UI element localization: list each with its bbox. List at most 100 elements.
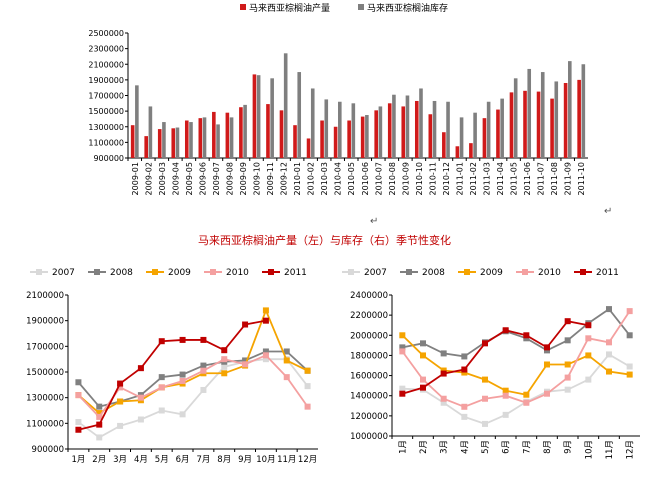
y-tick-label: 1200000 (350, 412, 388, 422)
x-tick-label: 7月 (196, 455, 210, 465)
x-tick-label: 11月 (605, 440, 615, 459)
x-tick-label: 8月 (543, 440, 553, 454)
inventory-bar (162, 122, 166, 158)
y-tick-label: 1900000 (88, 76, 124, 85)
x-tick-label: 12月 (626, 440, 636, 459)
legend-label: 2008 (422, 268, 445, 278)
inventory-bar (202, 117, 207, 158)
inventory-bar (486, 101, 491, 158)
data-point-2011 (117, 380, 124, 387)
y-tick-label: 1900000 (26, 317, 64, 327)
data-point-2007 (502, 411, 509, 418)
x-tick-label: 2011-10 (577, 162, 586, 195)
data-point-2007 (75, 419, 82, 426)
inventory-bar (500, 98, 504, 158)
data-point-2011 (544, 344, 550, 351)
data-point-2009 (585, 352, 592, 359)
data-point-2009 (221, 370, 228, 377)
production-bar (239, 107, 243, 158)
legend-marker (406, 269, 412, 275)
data-point-2010 (564, 374, 571, 381)
x-tick-label: 2009-08 (225, 162, 234, 195)
legend-marker (348, 269, 354, 275)
data-point-2007 (137, 416, 144, 423)
series-line-2008 (77, 350, 309, 408)
x-tick-label: 11月 (277, 455, 296, 465)
legend-swatch (240, 4, 246, 10)
legend-label: 2009 (480, 268, 503, 278)
data-point-2007 (96, 434, 103, 441)
x-tick-label: 2010-05 (347, 162, 356, 195)
production-bar (184, 120, 189, 158)
data-point-2008 (523, 335, 530, 342)
data-point-2009 (262, 307, 269, 314)
data-point-2011 (75, 426, 82, 433)
y-tick-label: 1500000 (26, 368, 64, 378)
y-tick-label: 1500000 (88, 107, 124, 116)
data-point-2007 (158, 407, 165, 414)
figure-caption: 马来西亚棕榈油产量（左）与库存（右）季节性变化 (198, 234, 451, 247)
data-point-2008 (262, 348, 269, 355)
x-tick-label: 2011-07 (537, 162, 546, 195)
data-point-2010 (544, 390, 550, 397)
y-tick-label: 2000000 (350, 331, 388, 341)
data-point-2010 (304, 403, 311, 410)
y-tick-label: 2400000 (350, 291, 388, 301)
data-point-2011 (221, 347, 228, 354)
data-point-2011 (158, 338, 165, 345)
x-tick-label: 10月 (584, 440, 594, 459)
data-point-2007 (626, 363, 633, 370)
legend-marker (210, 269, 216, 275)
data-point-2011 (262, 317, 269, 324)
x-tick-label: 5月 (481, 440, 491, 454)
production-bar (401, 106, 406, 158)
data-point-2011 (242, 321, 249, 328)
production-bar (536, 91, 541, 158)
inventory-bar (446, 101, 450, 158)
legend-label: 2010 (538, 268, 561, 278)
inventory-bar (432, 100, 437, 158)
data-point-2007 (461, 413, 468, 420)
inventory-bar (297, 72, 302, 158)
legend-label: 马来西亚棕榈油库存 (367, 2, 448, 14)
x-tick-label: 2009-01 (131, 162, 140, 195)
production-bar (550, 98, 554, 158)
production-bar (374, 110, 378, 158)
return-mark: ↵ (370, 216, 379, 227)
data-point-2009 (544, 361, 550, 368)
x-tick-label: 2010-04 (334, 162, 343, 195)
legend-marker (268, 269, 274, 275)
y-tick-label: 2100000 (26, 291, 64, 301)
data-point-2008 (200, 362, 207, 369)
x-tick-label: 3月 (440, 440, 450, 454)
production-bar (360, 116, 365, 158)
data-point-2008 (75, 379, 82, 386)
data-point-2010 (200, 367, 207, 374)
data-point-2009 (304, 367, 311, 374)
data-point-2010 (585, 335, 592, 342)
inventory-bar (568, 61, 572, 158)
x-tick-label: 9月 (564, 440, 574, 454)
data-point-2010 (221, 356, 228, 363)
x-tick-label: 2010-06 (361, 162, 370, 195)
data-point-2008 (242, 357, 249, 364)
data-point-2010 (158, 384, 165, 391)
inventory-bar (216, 124, 220, 158)
inventory-bar (270, 78, 274, 158)
y-tick-label: 1700000 (88, 92, 124, 101)
data-point-2009 (399, 332, 406, 339)
data-point-2011 (420, 384, 426, 391)
legend-label: 2011 (596, 268, 619, 278)
x-tick-label: 2010-01 (293, 162, 302, 195)
x-tick-label: 2月 (419, 440, 429, 454)
inventory-bar (378, 106, 383, 158)
y-tick-label: 900000 (93, 154, 124, 163)
inventory-bar (459, 117, 464, 158)
data-point-2010 (626, 308, 633, 315)
x-tick-label: 2009-11 (266, 162, 275, 195)
data-point-2010 (96, 413, 103, 420)
x-tick-label: 2010-08 (388, 162, 397, 195)
production-bar (171, 128, 176, 158)
production-bar (414, 100, 419, 158)
inventory-bar (324, 99, 329, 158)
